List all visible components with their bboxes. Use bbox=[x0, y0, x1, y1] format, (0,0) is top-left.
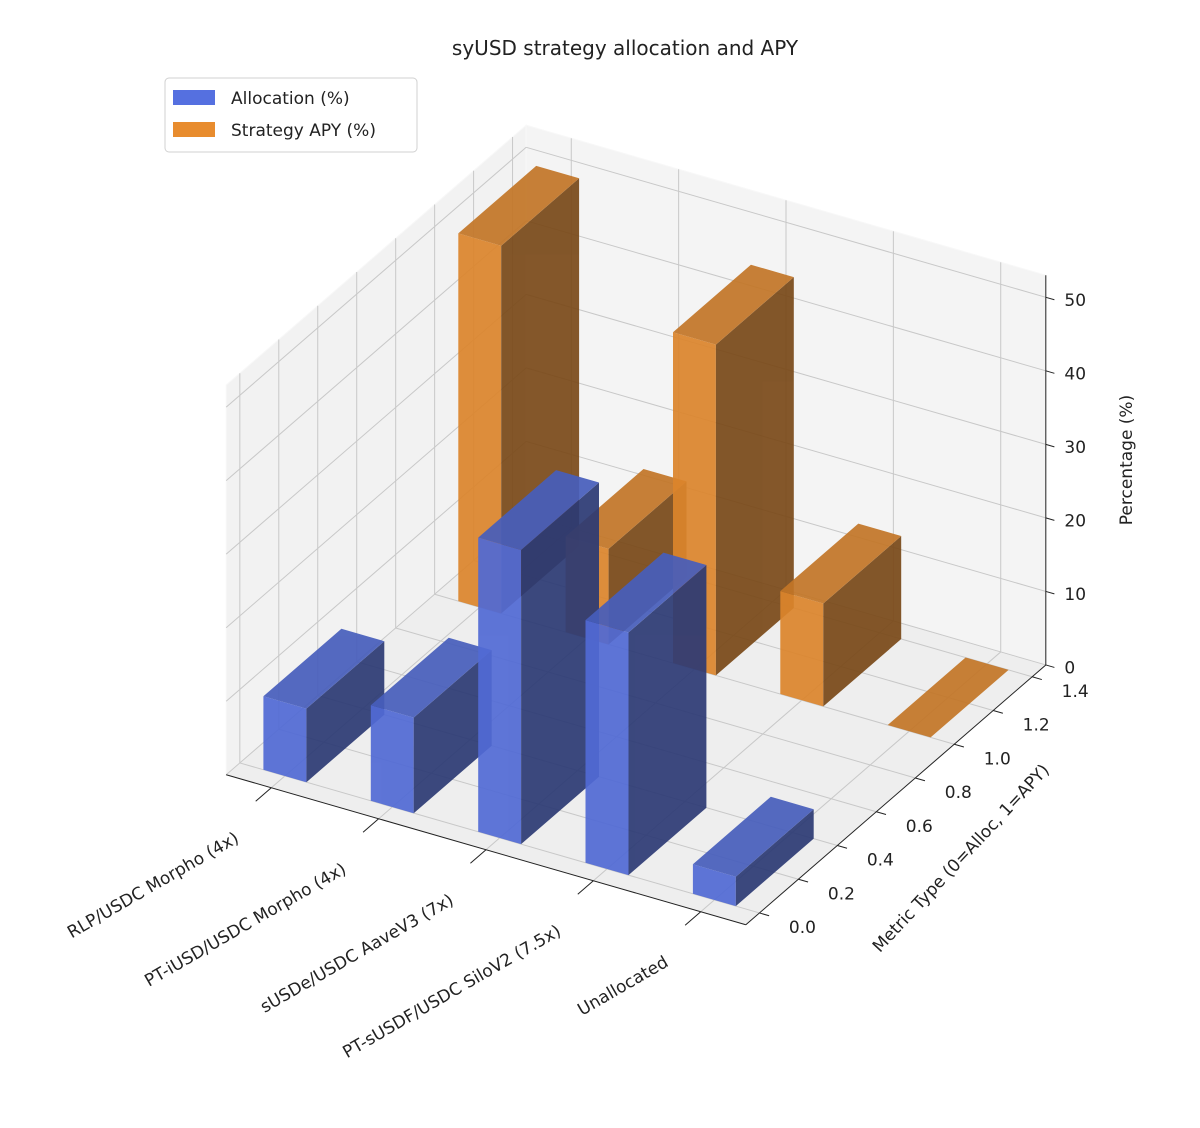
z-tick-label: 40 bbox=[1064, 364, 1086, 384]
bar-side bbox=[413, 650, 492, 814]
bar bbox=[478, 470, 599, 845]
bar bbox=[673, 264, 794, 676]
y-tick-label: 0.6 bbox=[906, 817, 933, 837]
bar-top bbox=[673, 264, 794, 345]
legend-label: Strategy APY (%) bbox=[231, 121, 376, 141]
legend-swatch bbox=[173, 122, 215, 137]
x-tick bbox=[470, 849, 487, 864]
legend-label: Allocation (%) bbox=[231, 89, 350, 109]
z-grid-line bbox=[526, 146, 1046, 298]
y-tick bbox=[954, 743, 965, 748]
bar-front bbox=[458, 233, 502, 614]
z-tick bbox=[1045, 517, 1055, 521]
z-tick-label: 50 bbox=[1064, 291, 1086, 311]
bar-side bbox=[521, 482, 599, 845]
y-tick-label: 0.0 bbox=[789, 918, 816, 938]
bar-front bbox=[585, 620, 629, 876]
z-tick-label: 30 bbox=[1064, 438, 1086, 458]
x-tick bbox=[255, 787, 272, 802]
bar-front bbox=[263, 696, 307, 783]
z-tick bbox=[1045, 590, 1055, 595]
y-tick bbox=[876, 811, 887, 815]
y-tick-label: 1.0 bbox=[984, 749, 1011, 769]
bar-front bbox=[478, 537, 522, 845]
bar-side bbox=[735, 809, 814, 907]
bar-top bbox=[887, 657, 1009, 738]
y-tick-label: 0.2 bbox=[828, 884, 855, 904]
x-tick-label: Unallocated bbox=[574, 952, 672, 1020]
bar-side bbox=[628, 565, 707, 876]
bar bbox=[887, 657, 1009, 738]
legend: Allocation (%) Strategy APY (%) bbox=[164, 77, 418, 153]
bar-side bbox=[715, 277, 794, 676]
bars bbox=[263, 165, 1009, 907]
y-tick-label: 1.2 bbox=[1023, 716, 1050, 736]
y-tick bbox=[1032, 676, 1042, 681]
z-tick-label: 0 bbox=[1064, 658, 1075, 678]
chart-title: syUSD strategy allocation and APY bbox=[452, 36, 799, 60]
bar-top bbox=[458, 165, 580, 246]
legend-box bbox=[164, 77, 418, 153]
bar-top bbox=[478, 470, 599, 550]
bar bbox=[263, 628, 385, 783]
z-tick-label: 20 bbox=[1064, 511, 1086, 531]
y-tick-label: 0.8 bbox=[945, 783, 972, 803]
bar-top bbox=[263, 628, 385, 709]
y-tick bbox=[837, 844, 848, 849]
x-tick bbox=[362, 818, 379, 833]
z-grid-line bbox=[225, 146, 527, 408]
bar bbox=[692, 796, 814, 907]
bar-top bbox=[585, 552, 707, 633]
z-tick bbox=[1045, 296, 1055, 301]
x-axis-line bbox=[226, 774, 746, 926]
z-tick bbox=[1045, 443, 1055, 448]
z-axis-label: Percentage (%) bbox=[1117, 395, 1137, 525]
y-tick bbox=[759, 912, 770, 917]
z-tick bbox=[1045, 664, 1055, 668]
bar-top bbox=[780, 523, 902, 604]
bar bbox=[585, 552, 707, 876]
x-tick-label: RLP/USDC Morpho (4x) bbox=[64, 828, 242, 943]
y-tick-label: 0.4 bbox=[867, 851, 894, 871]
bar-side bbox=[306, 641, 385, 783]
z-tick-label: 10 bbox=[1064, 585, 1086, 605]
bar bbox=[370, 637, 492, 814]
bar-top bbox=[370, 637, 492, 718]
y-tick bbox=[993, 710, 1004, 714]
y-grid-line bbox=[239, 762, 760, 914]
z-tick bbox=[1045, 370, 1055, 374]
bar bbox=[780, 523, 902, 707]
y-tick bbox=[798, 878, 809, 883]
bar-side bbox=[823, 536, 902, 707]
y-tick bbox=[915, 777, 926, 782]
x-tick bbox=[684, 911, 702, 926]
y-tick-label: 1.4 bbox=[1062, 682, 1089, 702]
bar-front bbox=[780, 591, 824, 707]
x-tick bbox=[577, 880, 594, 895]
bar-top bbox=[692, 796, 814, 877]
legend-swatch bbox=[173, 90, 215, 105]
bar-front bbox=[692, 864, 736, 907]
y-axis-line bbox=[745, 664, 1047, 926]
bar-front bbox=[370, 705, 414, 814]
